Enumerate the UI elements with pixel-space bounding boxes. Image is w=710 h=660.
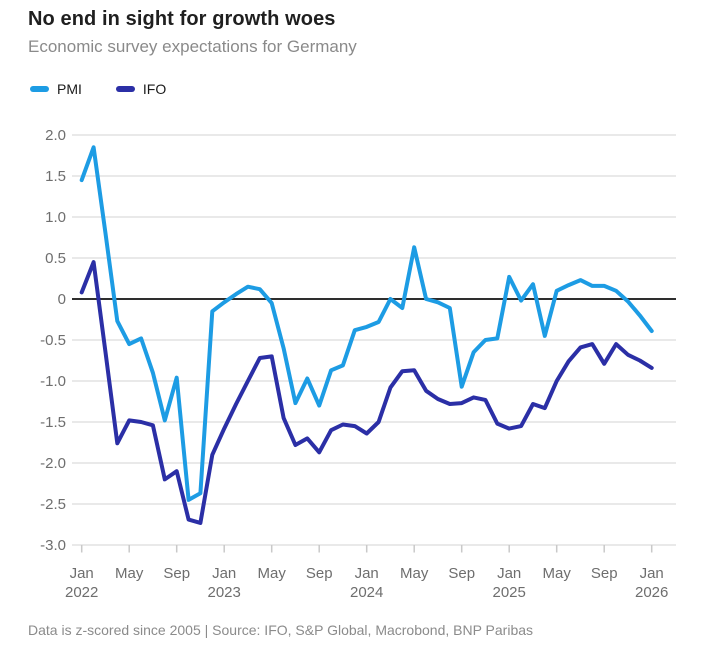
svg-text:Jan: Jan — [70, 565, 94, 582]
svg-text:May: May — [115, 565, 144, 582]
legend: PMI IFO — [30, 81, 166, 97]
svg-text:Sep: Sep — [448, 565, 475, 582]
svg-text:2.0: 2.0 — [45, 127, 66, 144]
x-axis-labels: Jan 2022 May Sep Jan 2023 May Sep Jan 2024 May Sep J… — [65, 565, 668, 601]
svg-text:1.5: 1.5 — [45, 168, 66, 185]
svg-text:-0.5: -0.5 — [40, 332, 66, 349]
source-note: Data is z-scored since 2005 | Source: IF… — [28, 622, 534, 638]
svg-text:0: 0 — [58, 291, 66, 308]
svg-text:-2.0: -2.0 — [40, 455, 66, 472]
svg-text:2025: 2025 — [493, 584, 526, 601]
svg-text:May: May — [400, 565, 429, 582]
svg-text:Sep: Sep — [306, 565, 333, 582]
y-axis-labels: 2.0 1.5 1.0 0.5 0 -0.5 -1.0 -1.5 -2.0 -2.5 -3.0 — [40, 127, 66, 554]
ifo-color-swatch — [115, 86, 135, 92]
svg-text:0.5: 0.5 — [45, 250, 66, 267]
legend-item-pmi: PMI — [30, 81, 82, 97]
legend-item-ifo: IFO — [115, 81, 167, 97]
x-axis-ticks — [80, 545, 653, 553]
svg-text:Jan: Jan — [497, 565, 521, 582]
svg-text:1.0: 1.0 — [45, 209, 66, 226]
svg-text:Sep: Sep — [591, 565, 618, 582]
svg-text:May: May — [543, 565, 572, 582]
svg-text:Jan: Jan — [640, 565, 664, 582]
svg-text:Jan: Jan — [212, 565, 236, 582]
page-subtitle: Economic survey expectations for Germany — [28, 37, 357, 56]
svg-text:2026: 2026 — [635, 584, 668, 601]
svg-text:2022: 2022 — [65, 584, 98, 601]
svg-text:Sep: Sep — [163, 565, 190, 582]
y-gridlines — [72, 134, 676, 546]
legend-label-ifo: IFO — [142, 81, 167, 97]
svg-text:-1.0: -1.0 — [40, 373, 66, 390]
svg-text:2023: 2023 — [208, 584, 241, 601]
svg-text:-1.5: -1.5 — [40, 414, 66, 431]
svg-text:-2.5: -2.5 — [40, 496, 66, 513]
pmi-line — [79, 145, 654, 502]
svg-text:May: May — [258, 565, 287, 582]
legend-label-pmi: PMI — [57, 81, 82, 97]
svg-text:2024: 2024 — [350, 584, 383, 601]
pmi-color-swatch — [30, 86, 49, 92]
ifo-line — [79, 260, 654, 525]
svg-text:-3.0: -3.0 — [40, 537, 66, 554]
page-title: No end in sight for growth woes — [28, 8, 336, 30]
svg-text:Jan: Jan — [355, 565, 379, 582]
